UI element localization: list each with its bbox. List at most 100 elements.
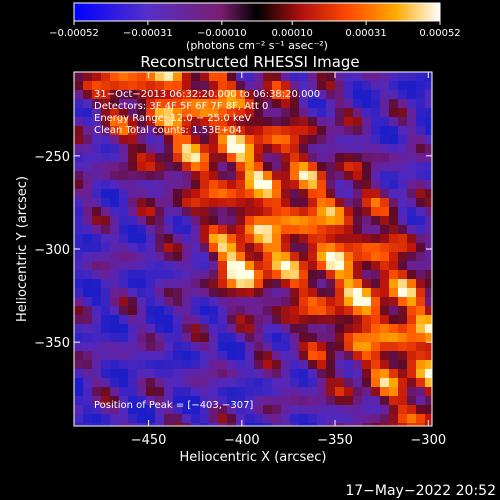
heatmap-cell [245, 270, 254, 279]
heatmap-cell [371, 342, 380, 351]
heatmap-cell [110, 108, 119, 117]
heatmap-cell [155, 207, 164, 216]
heatmap-cell [263, 261, 272, 270]
heatmap-cell [155, 126, 164, 135]
heatmap-cell [362, 324, 371, 333]
heatmap-cell [281, 243, 290, 252]
heatmap-cell [272, 72, 281, 81]
heatmap-cell [290, 297, 299, 306]
heatmap-cell [362, 423, 371, 426]
heatmap-cell [218, 252, 227, 261]
heatmap-cell [119, 180, 128, 189]
heatmap-cell [398, 333, 407, 342]
heatmap-cell [182, 126, 191, 135]
heatmap-cell [83, 423, 92, 426]
heatmap-cell [227, 369, 236, 378]
heatmap-cell [83, 216, 92, 225]
heatmap-cell [344, 171, 353, 180]
heatmap-cell [209, 396, 218, 405]
heatmap-cell [74, 351, 83, 360]
heatmap-cell [398, 216, 407, 225]
heatmap-cell [218, 342, 227, 351]
heatmap-cell [407, 198, 416, 207]
heatmap-cell [164, 135, 173, 144]
heatmap-cell [380, 99, 389, 108]
heatmap-cell [335, 378, 344, 387]
heatmap-cell [137, 423, 146, 426]
heatmap-cell [146, 72, 155, 81]
heatmap-cell [110, 378, 119, 387]
heatmap-cell [362, 117, 371, 126]
colorbar-tick-label: 0.00031 [345, 28, 386, 39]
heatmap-cell [200, 261, 209, 270]
heatmap-cell [227, 189, 236, 198]
heatmap-cell [128, 99, 137, 108]
heatmap-cell [371, 162, 380, 171]
heatmap-cell [92, 315, 101, 324]
heatmap-cell [164, 351, 173, 360]
heatmap-cell [290, 234, 299, 243]
heatmap-cell [371, 351, 380, 360]
heatmap-cell [74, 135, 83, 144]
heatmap-cell [200, 180, 209, 189]
heatmap-cell [245, 189, 254, 198]
colorbar: −0.00052 −0.00031 −0.00010 0.00010 0.00031 0.… [49, 2, 461, 52]
heatmap-cell [101, 261, 110, 270]
heatmap-cell [371, 306, 380, 315]
heatmap-cell [173, 369, 182, 378]
heatmap-cell [83, 351, 92, 360]
heatmap-cell [209, 297, 218, 306]
heatmap-cell [200, 297, 209, 306]
heatmap-cell [272, 288, 281, 297]
heatmap-cell [191, 225, 200, 234]
heatmap-cell [317, 360, 326, 369]
heatmap-cell [101, 171, 110, 180]
heatmap-cell [254, 396, 263, 405]
heatmap-cell [245, 387, 254, 396]
heatmap-cell [137, 207, 146, 216]
heatmap-cell [119, 135, 128, 144]
heatmap-cell [227, 261, 236, 270]
heatmap-cell [344, 270, 353, 279]
heatmap-cell [416, 324, 425, 333]
heatmap-cell [263, 297, 272, 306]
heatmap-cell [308, 333, 317, 342]
heatmap-cell [245, 144, 254, 153]
heatmap-cell [119, 306, 128, 315]
heatmap-cell [254, 306, 263, 315]
heatmap-cell [353, 216, 362, 225]
heatmap-cell [119, 234, 128, 243]
heatmap-cell [281, 225, 290, 234]
heatmap-cell [245, 396, 254, 405]
heatmap-cell [155, 279, 164, 288]
heatmap-cell [407, 243, 416, 252]
heatmap-cell [227, 117, 236, 126]
heatmap-cell [380, 306, 389, 315]
heatmap-cell [380, 387, 389, 396]
heatmap-cell [290, 108, 299, 117]
heatmap-cell [281, 171, 290, 180]
heatmap-cell [191, 360, 200, 369]
heatmap-cell [371, 369, 380, 378]
heatmap-cell [398, 171, 407, 180]
heatmap-cell [299, 351, 308, 360]
heatmap-cell [101, 423, 110, 426]
heatmap-cell [389, 396, 398, 405]
heatmap-cell [146, 225, 155, 234]
heatmap-cell [272, 234, 281, 243]
heatmap-cell [344, 252, 353, 261]
heatmap-cell [254, 252, 263, 261]
heatmap-cell [128, 72, 137, 81]
heatmap-cell [335, 135, 344, 144]
heatmap-cell [74, 342, 83, 351]
heatmap-cell [362, 279, 371, 288]
heatmap-cell [263, 198, 272, 207]
heatmap-cell [344, 288, 353, 297]
heatmap-cell [182, 153, 191, 162]
annotation-block: 31−Oct−2013 06:32:20.000 to 06:38:20.000… [94, 89, 320, 136]
heatmap-cell [200, 144, 209, 153]
heatmap-cell [281, 252, 290, 261]
heatmap-cell [182, 369, 191, 378]
heatmap-cell [83, 333, 92, 342]
heatmap-cell [326, 315, 335, 324]
